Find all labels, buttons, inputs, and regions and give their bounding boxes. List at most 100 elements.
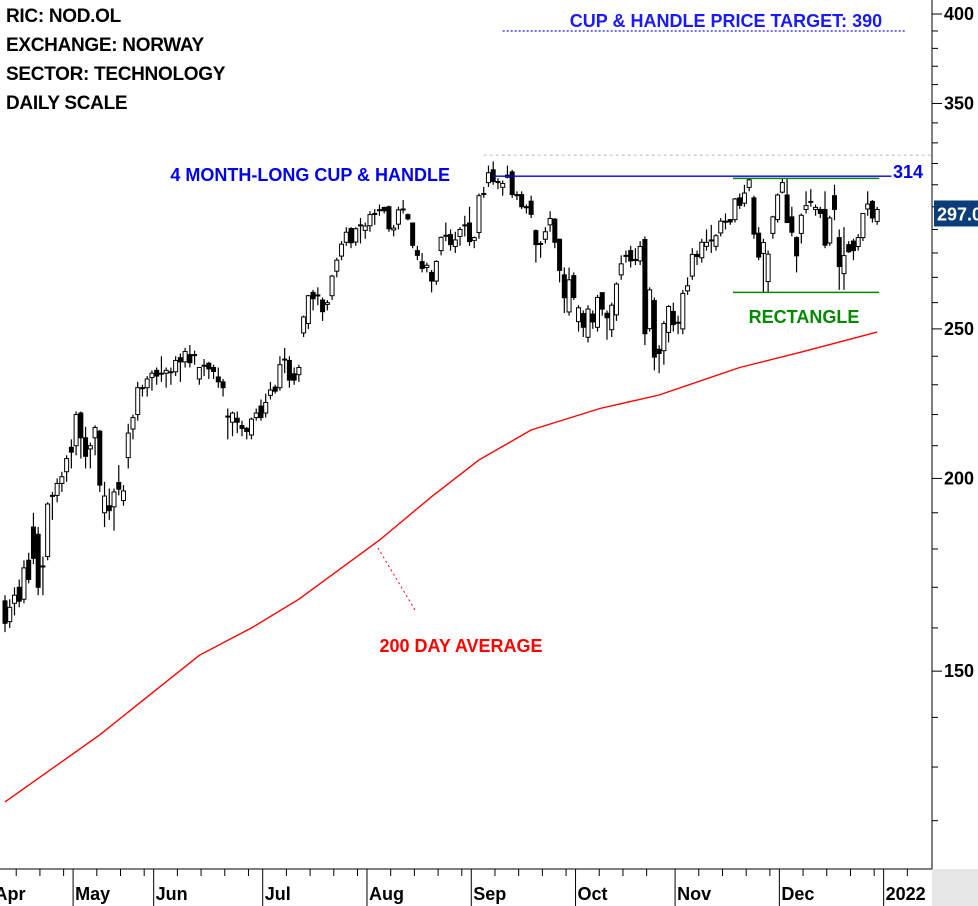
candle-down [106, 505, 112, 512]
candle-down [656, 348, 662, 354]
candle-up [168, 371, 174, 374]
candle-up [485, 172, 491, 184]
candle-up [324, 302, 330, 305]
candle-down [751, 197, 757, 235]
candle-up [798, 214, 804, 234]
candle-down [215, 376, 221, 383]
candle-down [239, 425, 245, 429]
candle-down [628, 250, 634, 262]
candle-up [433, 260, 439, 282]
candle-up [315, 294, 321, 297]
candle-up [149, 372, 155, 379]
candle-down [552, 218, 558, 243]
candle-up [87, 445, 93, 450]
candle-up [860, 212, 866, 239]
candle-up [452, 239, 458, 248]
candle-down [794, 237, 800, 257]
candle-down [561, 274, 567, 299]
candle-up [680, 292, 686, 330]
y-axis: 150 200 250 350 400 297.0 [931, 0, 978, 869]
candle-down [533, 230, 539, 246]
candle-down [467, 222, 473, 243]
candle-up [139, 387, 145, 390]
candle-up [471, 237, 477, 241]
candle-up [632, 258, 638, 261]
candle-up [613, 283, 619, 316]
candle-up [343, 231, 349, 243]
candle-down [291, 373, 297, 381]
candle-down [670, 310, 676, 326]
candle-down [154, 369, 160, 377]
candle-up [376, 209, 382, 212]
candle-up [760, 242, 766, 254]
candle-up [267, 389, 273, 396]
candle-up [121, 490, 126, 502]
candle-down [694, 253, 700, 258]
candle-up [73, 414, 79, 447]
candle-up [130, 417, 136, 430]
candle-up [713, 235, 719, 247]
candle-up [54, 482, 60, 496]
candle-down [850, 240, 856, 252]
candle-down [727, 219, 733, 223]
candle-up [741, 192, 747, 204]
candle-up [765, 253, 771, 283]
candle-up [443, 234, 449, 237]
candle-up [481, 192, 487, 195]
candle-down [514, 194, 520, 197]
candle-down [30, 526, 36, 559]
candle-up [253, 412, 259, 419]
candle-up [623, 254, 629, 257]
candle-down [83, 437, 89, 457]
candle-up [689, 253, 695, 277]
candle-up [296, 367, 302, 376]
candle-up [102, 495, 108, 514]
candle-down [495, 181, 501, 184]
candle-up [49, 494, 55, 497]
candle-up [225, 415, 231, 418]
candle-up [45, 503, 51, 557]
candle-up [618, 263, 624, 276]
candle-up [64, 458, 70, 473]
candle-up [462, 224, 468, 227]
candle-up [666, 306, 672, 333]
candle-up [813, 206, 819, 210]
month-label: Sep [473, 884, 506, 904]
candle-up [770, 216, 776, 234]
candle-down [571, 275, 577, 298]
candle-up [329, 275, 335, 297]
candle-down [789, 216, 795, 233]
candle-down [580, 313, 586, 328]
candle-up [201, 364, 207, 367]
axis-corner [932, 869, 978, 906]
candle-up [718, 220, 724, 234]
candle-up [263, 401, 269, 414]
candle-down [381, 206, 387, 212]
candle-up [542, 231, 548, 240]
candle-up [595, 296, 600, 328]
month-label: Apr [0, 884, 26, 904]
candle-up [182, 351, 188, 363]
price-target-label: CUP & HANDLE PRICE TARGET: 390 [570, 11, 882, 31]
candle-up [21, 567, 27, 600]
moving-average-line [4, 331, 878, 803]
candle-down [234, 417, 240, 423]
candle-up [339, 243, 345, 257]
candle-down [651, 300, 657, 358]
month-label: Oct [578, 884, 608, 904]
candle-down [590, 313, 596, 323]
candle-up [585, 308, 591, 338]
candle-down [258, 405, 264, 419]
candle-down [187, 354, 193, 364]
candle-up [746, 179, 752, 188]
candle-down [2, 600, 8, 624]
moving-average-label: 200 DAY AVERAGE [379, 636, 542, 656]
rectangle-label: RECTANGLE [749, 307, 860, 327]
month-label: Jul [265, 884, 291, 904]
candle-down [78, 412, 84, 439]
candle-down [604, 312, 610, 319]
candle-down [116, 481, 122, 490]
candle-up [196, 367, 202, 380]
candle-down [509, 171, 515, 196]
